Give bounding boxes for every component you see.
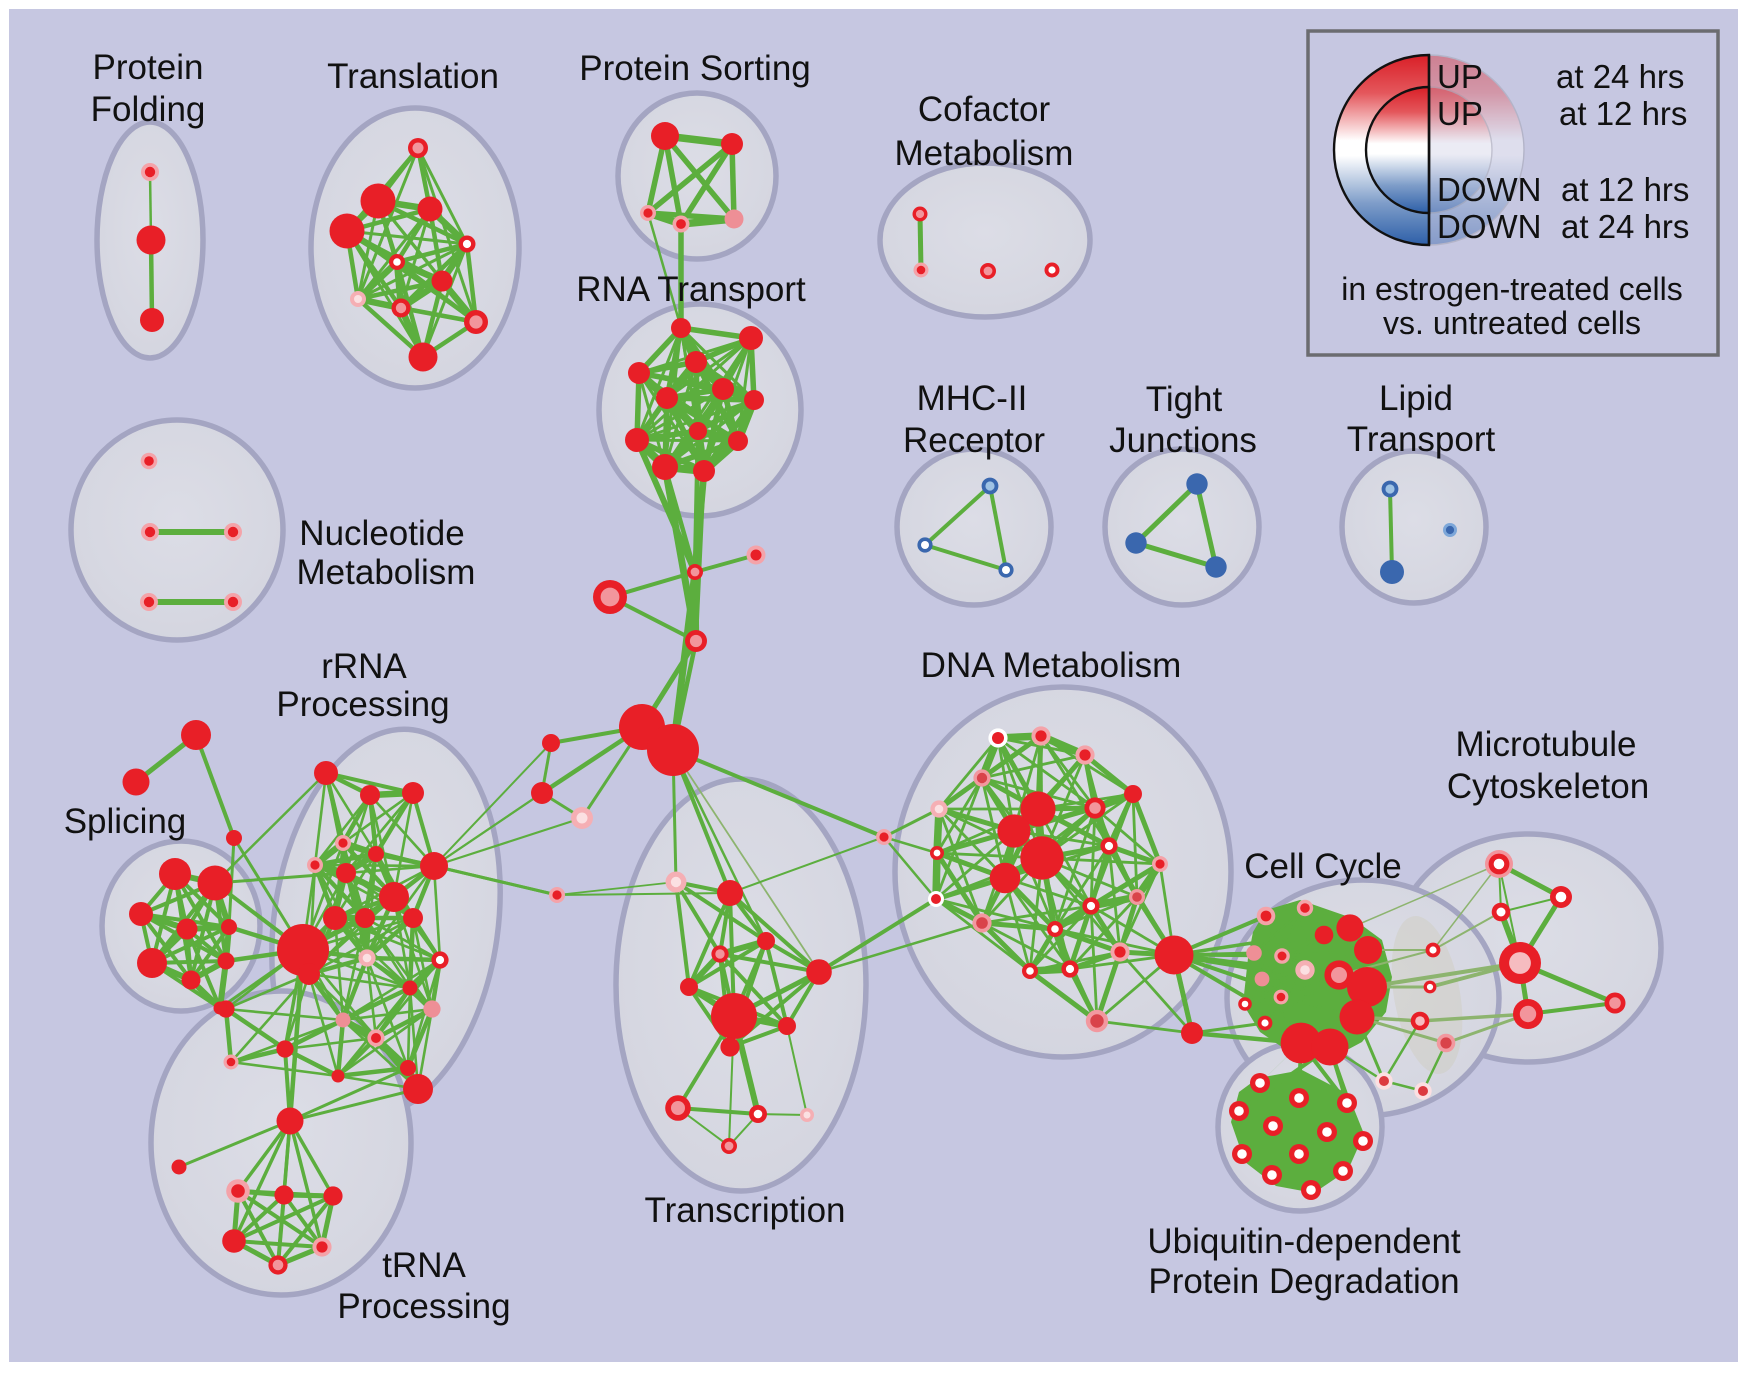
- svg-text:Processing: Processing: [337, 1287, 510, 1326]
- svg-text:DOWN: DOWN: [1437, 171, 1541, 208]
- svg-text:at 24 hrs: at 24 hrs: [1561, 208, 1689, 245]
- svg-text:Cytoskeleton: Cytoskeleton: [1447, 767, 1649, 806]
- svg-text:Microtubule: Microtubule: [1456, 725, 1637, 764]
- svg-text:at 12 hrs: at 12 hrs: [1561, 171, 1689, 208]
- svg-text:DOWN: DOWN: [1437, 208, 1541, 245]
- svg-text:UP: UP: [1437, 58, 1483, 95]
- svg-text:rRNA: rRNA: [321, 647, 407, 686]
- svg-text:Cell Cycle: Cell Cycle: [1244, 847, 1402, 886]
- svg-text:Tight: Tight: [1146, 380, 1223, 419]
- svg-text:tRNA: tRNA: [382, 1246, 466, 1285]
- svg-text:Processing: Processing: [276, 685, 449, 724]
- svg-text:Splicing: Splicing: [64, 802, 187, 841]
- svg-text:Protein: Protein: [93, 48, 204, 87]
- svg-text:Cofactor: Cofactor: [918, 90, 1051, 129]
- svg-text:Transport: Transport: [1347, 420, 1496, 459]
- svg-text:in estrogen-treated cells: in estrogen-treated cells: [1341, 271, 1683, 307]
- svg-text:at 24 hrs: at 24 hrs: [1556, 58, 1684, 95]
- svg-text:RNA Transport: RNA Transport: [576, 270, 806, 309]
- svg-text:Folding: Folding: [91, 90, 206, 129]
- svg-text:MHC-II: MHC-II: [917, 379, 1028, 418]
- svg-text:Translation: Translation: [327, 57, 499, 96]
- svg-text:DNA Metabolism: DNA Metabolism: [921, 646, 1182, 685]
- svg-text:Ubiquitin-dependent: Ubiquitin-dependent: [1147, 1222, 1461, 1261]
- svg-text:Nucleotide: Nucleotide: [299, 514, 464, 553]
- svg-text:vs. untreated cells: vs. untreated cells: [1383, 305, 1641, 341]
- svg-text:Protein Sorting: Protein Sorting: [579, 49, 811, 88]
- svg-text:at 12 hrs: at 12 hrs: [1559, 95, 1687, 132]
- svg-text:Transcription: Transcription: [645, 1191, 846, 1230]
- svg-text:Lipid: Lipid: [1379, 379, 1453, 418]
- svg-text:Metabolism: Metabolism: [297, 553, 476, 592]
- svg-text:UP: UP: [1437, 95, 1483, 132]
- svg-text:Metabolism: Metabolism: [895, 134, 1074, 173]
- svg-text:Protein Degradation: Protein Degradation: [1148, 1262, 1459, 1301]
- svg-text:Receptor: Receptor: [903, 421, 1045, 460]
- svg-text:Junctions: Junctions: [1109, 421, 1257, 460]
